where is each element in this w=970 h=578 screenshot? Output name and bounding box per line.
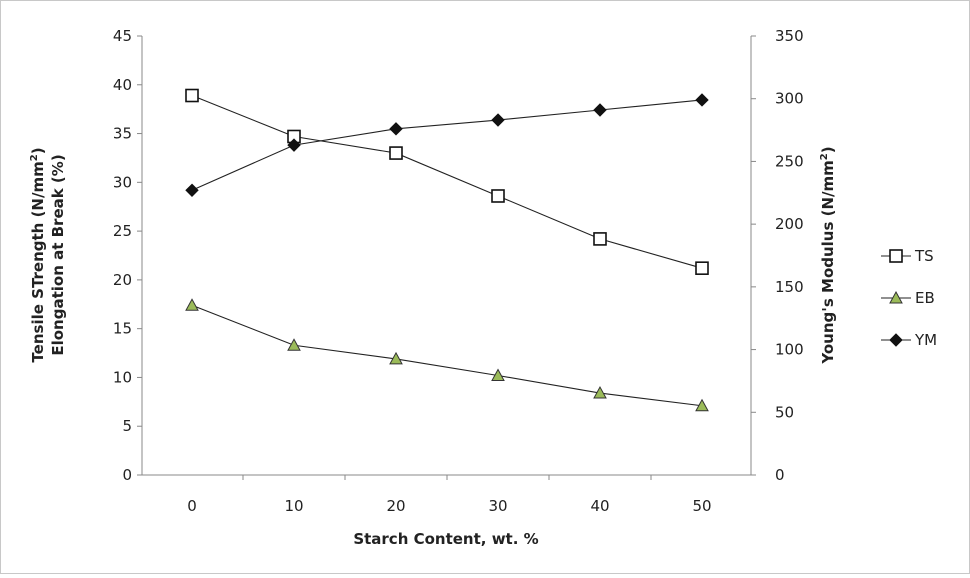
point-ts	[185, 88, 199, 103]
point-ym	[389, 122, 403, 136]
legend-marker-ym	[889, 333, 903, 347]
point-ym	[185, 183, 199, 197]
legend-label-ym: YM	[914, 331, 937, 349]
y-right-tick-label: 300	[775, 90, 804, 108]
y-left-tick-label: 0	[122, 466, 132, 484]
y-right-tick-label: 100	[775, 341, 804, 359]
point-ym	[593, 103, 607, 117]
series-line-eb	[191, 304, 703, 407]
y-right-tick-label: 150	[775, 278, 804, 296]
y-right-tick-label: 350	[775, 27, 804, 45]
y-axis-right-title: Young's Modulus (N/mm2)	[819, 146, 837, 364]
y-right-tick-label: 50	[775, 403, 794, 421]
legend: TS EB YM	[881, 247, 937, 349]
point-ym	[287, 138, 301, 152]
point-ym	[695, 93, 709, 107]
y-axis-left-title-line2: Elongation at Break (%)	[49, 154, 67, 355]
y-right-tick-label: 0	[775, 466, 785, 484]
y-left-tick-label: 35	[113, 125, 132, 143]
legend-marker-eb	[889, 290, 903, 304]
y-left-tick-label: 20	[113, 271, 132, 289]
y-left-tick-label: 15	[113, 320, 132, 338]
point-eb	[491, 368, 505, 381]
point-ts	[695, 261, 709, 275]
legend-marker-ts	[889, 249, 903, 263]
x-tick-label: 0	[187, 497, 197, 515]
y-axis-left-title-line1: Tensile STrength (N/mm2)	[29, 147, 47, 362]
legend-label-eb: EB	[915, 289, 935, 307]
x-tick-label: 50	[692, 497, 711, 515]
point-ym	[491, 113, 505, 127]
point-eb	[695, 398, 709, 412]
point-ts	[593, 232, 607, 246]
y-right-tick-label: 200	[775, 215, 804, 233]
series-lines-group	[191, 94, 703, 407]
y-left-tick-label: 5	[122, 417, 132, 435]
point-eb	[593, 386, 607, 399]
x-tick-label: 30	[488, 497, 507, 515]
y-left-tick-label: 10	[113, 368, 132, 386]
x-axis-title: Starch Content, wt. %	[353, 530, 538, 548]
y-right-tick-label: 250	[775, 152, 804, 170]
series-line-ts	[191, 94, 703, 269]
point-eb	[185, 298, 199, 311]
y-left-tick-label: 25	[113, 222, 132, 240]
series-line-ym	[191, 99, 703, 191]
point-eb	[287, 338, 301, 351]
point-ts	[389, 146, 403, 160]
legend-label-ts: TS	[914, 247, 934, 265]
x-tick-label: 40	[590, 497, 609, 515]
y-left-tick-label: 30	[113, 173, 132, 191]
point-eb	[389, 351, 403, 365]
axes-group: 0 5 10 15 20 25 30 35 40 45 0 50 100 150 200 250 300 350 0…	[113, 27, 804, 515]
y-left-tick-label: 40	[113, 76, 132, 94]
point-ts	[491, 189, 505, 203]
y-left-tick-label: 45	[113, 27, 132, 45]
series-markers-group	[185, 88, 709, 412]
x-tick-label: 20	[386, 497, 405, 515]
x-tick-label: 10	[284, 497, 303, 515]
